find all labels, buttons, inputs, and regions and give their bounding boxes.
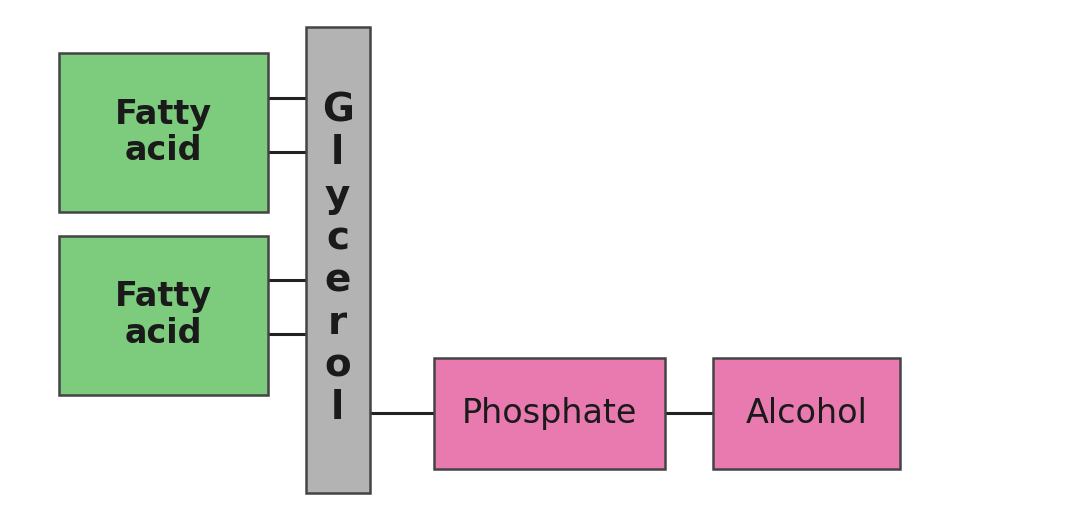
Text: Alcohol: Alcohol: [746, 397, 867, 430]
Text: Fatty
acid: Fatty acid: [115, 280, 212, 350]
Text: G
l
y
c
e
r
o
l: G l y c e r o l: [322, 92, 354, 428]
FancyBboxPatch shape: [306, 26, 370, 493]
Text: Phosphate: Phosphate: [462, 397, 637, 430]
FancyBboxPatch shape: [59, 236, 268, 395]
FancyBboxPatch shape: [713, 358, 900, 469]
Text: Fatty
acid: Fatty acid: [115, 98, 212, 167]
FancyBboxPatch shape: [434, 358, 665, 469]
FancyBboxPatch shape: [59, 53, 268, 212]
